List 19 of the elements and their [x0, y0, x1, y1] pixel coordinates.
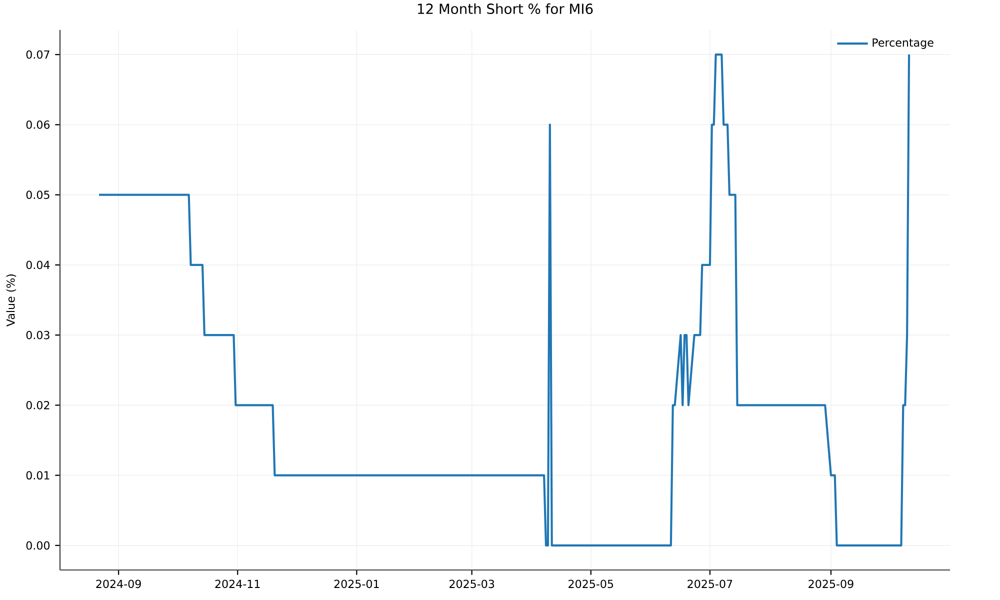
x-tick-label: 2024-11 — [215, 580, 260, 588]
x-tick-label: 2025-05 — [568, 580, 614, 588]
y-tick-label: 0.06 — [26, 120, 50, 129]
x-tick-label: 2025-07 — [688, 580, 732, 588]
y-axis-title: Value (%) — [6, 274, 16, 326]
chart-title: 12 Month Short % for MI6 — [418, 3, 593, 14]
x-tick-label: 2025-03 — [450, 580, 494, 588]
y-tick-label: 0.05 — [26, 190, 50, 199]
y-tick-label: 0.03 — [26, 330, 50, 340]
y-tick-label: 0.01 — [26, 471, 50, 480]
x-tick-label: 2025-01 — [334, 580, 379, 588]
legend-label: Percentage — [872, 38, 934, 49]
y-tick-label: 0.07 — [26, 50, 50, 59]
x-tick-label: 2025-09 — [808, 580, 854, 588]
x-tick-label: 2024-09 — [96, 580, 141, 588]
y-tick-label: 0.04 — [26, 260, 50, 270]
line-series — [98, 54, 910, 546]
y-tick-label: 0.02 — [26, 401, 50, 410]
y-tick-label: 0.00 — [26, 541, 50, 550]
